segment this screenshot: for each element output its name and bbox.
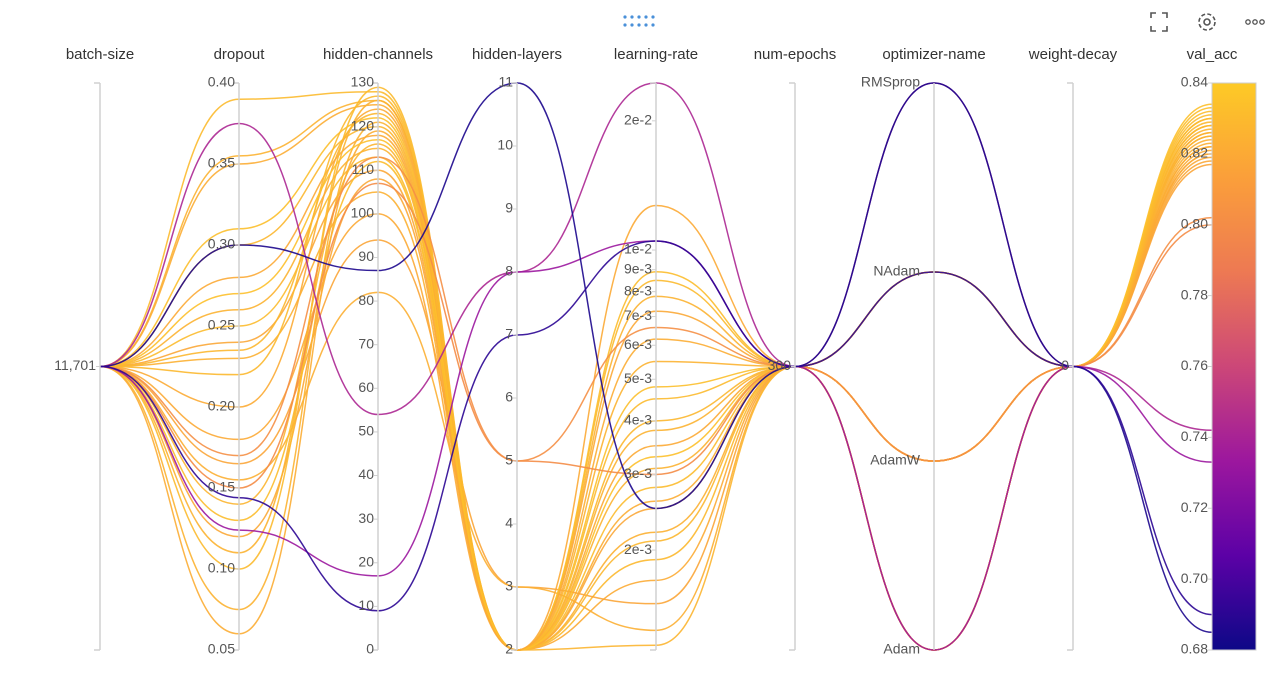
tick-label: 0: [366, 641, 374, 657]
tick-label: 0.70: [1181, 570, 1208, 586]
drag-handle[interactable]: [623, 15, 655, 27]
tick-label: 0.15: [208, 479, 235, 495]
tick-label: 8: [505, 263, 513, 279]
tick-label: 0.30: [208, 236, 235, 252]
tick-label: 3e-3: [624, 465, 652, 481]
tick-label: 4e-3: [624, 412, 652, 428]
tick-label: 6e-3: [624, 336, 652, 352]
tick-label: 0: [1061, 357, 1069, 373]
category-label: RMSprop: [861, 74, 920, 90]
tick-label: 9e-3: [624, 260, 652, 276]
tick-label: 11,701: [54, 357, 96, 373]
axis-title: hidden-channels: [323, 46, 433, 63]
category-label: NAdam: [873, 263, 920, 279]
tick-label: 0.78: [1181, 286, 1208, 302]
tick-label: 110: [352, 161, 375, 177]
tick-label: 8e-3: [624, 282, 652, 298]
tick-label: 80: [358, 292, 374, 308]
tick-label: 300: [768, 357, 792, 373]
tick-label: 5: [505, 452, 513, 468]
tick-label: 4: [505, 515, 513, 531]
tick-label: 3: [505, 578, 513, 594]
tick-label: 9: [505, 200, 513, 216]
axis-title: weight-decay: [1028, 46, 1118, 63]
tick-label: 0.25: [208, 317, 235, 333]
run-line: [99, 182, 1213, 489]
tick-label: 60: [358, 379, 374, 395]
tick-label: 0.68: [1181, 641, 1208, 657]
axis-title: hidden-layers: [472, 46, 562, 63]
more-icon[interactable]: [1245, 19, 1265, 25]
tick-label: 0.82: [1181, 145, 1208, 161]
axis-title: val_acc: [1187, 46, 1238, 63]
tick-label: 0.72: [1181, 499, 1208, 515]
tick-label: 0.40: [208, 74, 235, 90]
tick-label: 0.74: [1181, 428, 1208, 444]
tick-label: 7: [505, 326, 513, 342]
tick-label: 0.76: [1181, 357, 1208, 373]
tick-label: 30: [358, 510, 374, 526]
tick-label: 6: [505, 389, 513, 405]
fullscreen-icon[interactable]: [1150, 12, 1168, 32]
tick-label: 10: [358, 597, 374, 613]
tick-label: 40: [358, 466, 374, 482]
tick-label: 120: [351, 117, 375, 133]
axis-title: dropout: [214, 46, 266, 63]
tick-label: 0.05: [208, 641, 235, 657]
tick-label: 0.20: [208, 398, 235, 414]
tick-label: 10: [497, 137, 513, 153]
tick-label: 0.35: [208, 155, 235, 171]
category-label: AdamW: [870, 452, 921, 468]
tick-label: 2e-3: [624, 541, 652, 557]
tick-label: 5e-3: [624, 370, 652, 386]
colorbar: [1211, 82, 1257, 651]
tick-label: 2: [505, 641, 513, 657]
run-line: [99, 82, 1213, 634]
tick-label: 11: [498, 74, 513, 90]
axis-title: learning-rate: [614, 46, 698, 63]
tick-label: 0.10: [208, 560, 235, 576]
tick-label: 7e-3: [624, 307, 652, 323]
tick-label: 90: [358, 248, 374, 264]
tick-label: 0.84: [1181, 74, 1208, 90]
tick-label: 2e-2: [624, 112, 652, 128]
tick-label: 130: [351, 74, 375, 90]
tick-label: 70: [358, 335, 374, 351]
axis-title: num-epochs: [754, 46, 837, 63]
tick-label: 50: [358, 423, 374, 439]
axis-title: batch-size: [66, 46, 134, 63]
tick-label: 1e-2: [624, 241, 652, 257]
axis-title: optimizer-name: [882, 46, 985, 63]
tick-label: 100: [351, 205, 375, 221]
tick-label: 0.80: [1181, 215, 1208, 231]
tick-label: 20: [358, 553, 374, 569]
category-label: Adam: [883, 641, 920, 657]
settings-icon[interactable]: [1198, 13, 1216, 31]
